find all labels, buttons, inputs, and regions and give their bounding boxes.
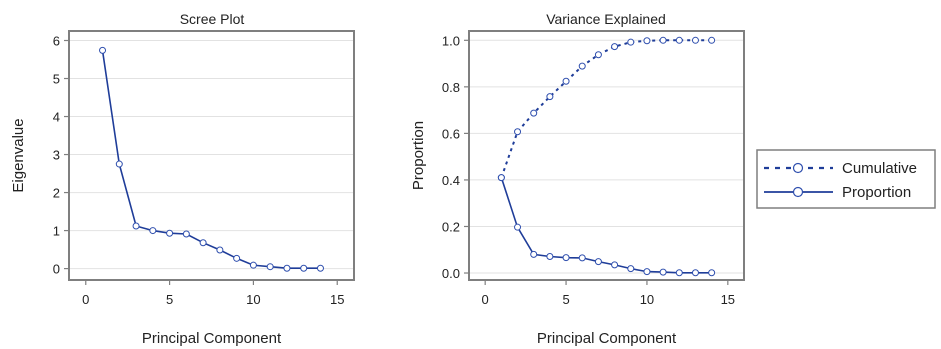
data-point — [99, 46, 107, 54]
data-point — [199, 239, 207, 247]
data-point — [216, 246, 224, 254]
x-tick-label: 5 — [166, 292, 173, 307]
data-point — [562, 77, 570, 85]
data-point — [578, 62, 586, 70]
data-point — [166, 229, 174, 237]
x-tick-label: 10 — [640, 292, 654, 307]
plot-frame — [68, 30, 355, 281]
data-point — [115, 160, 123, 168]
data-point — [546, 93, 554, 101]
data-point — [611, 43, 619, 51]
y-tick-label: 1 — [53, 224, 60, 239]
chart-title: Scree Plot — [180, 11, 245, 27]
data-point — [659, 268, 667, 276]
data-point — [249, 261, 257, 269]
data-point — [182, 230, 190, 238]
data-point — [675, 36, 683, 44]
y-tick-label: 4 — [53, 110, 60, 125]
x-tick-label: 0 — [482, 292, 489, 307]
data-point — [594, 51, 602, 59]
data-point — [708, 36, 716, 44]
data-point — [691, 269, 699, 277]
y-tick-label: 0.6 — [442, 126, 460, 141]
data-point — [149, 227, 157, 235]
data-point — [659, 36, 667, 44]
data-point — [530, 250, 538, 258]
y-tick-label: 0.4 — [442, 173, 460, 188]
data-point — [578, 254, 586, 262]
data-point — [530, 109, 538, 117]
data-point — [283, 264, 291, 272]
y-tick-label: 0 — [53, 262, 60, 277]
legend-marker — [792, 186, 804, 198]
data-point — [514, 223, 522, 231]
y-axis-label: Proportion — [410, 121, 427, 190]
chart-title: Variance Explained — [546, 11, 666, 27]
data-point — [497, 174, 505, 182]
y-tick-label: 6 — [53, 34, 60, 49]
x-tick-label: 15 — [330, 292, 344, 307]
data-point — [266, 263, 274, 271]
variance-explained-plot: Variance Explained 0.0 0.2 0.4 0.6 0.8 1.0 0 5 10… — [410, 11, 745, 347]
data-point — [627, 265, 635, 273]
x-tick-label: 10 — [246, 292, 260, 307]
data-point — [627, 38, 635, 46]
data-point — [300, 264, 308, 272]
series-line-cumulative — [500, 39, 712, 178]
data-point — [132, 222, 140, 230]
series-line-proportion — [500, 177, 712, 274]
x-tick-label: 5 — [562, 292, 569, 307]
data-point — [691, 36, 699, 44]
legend-label-proportion: Proportion — [842, 184, 911, 201]
legend-box — [756, 149, 936, 209]
data-point — [514, 128, 522, 136]
x-tick-label: 15 — [721, 292, 735, 307]
y-tick-label: 1.0 — [442, 33, 460, 48]
legend: Cumulative Proportion — [756, 149, 936, 209]
data-point — [594, 258, 602, 266]
y-axis-label: Eigenvalue — [10, 118, 27, 192]
y-tick-label: 3 — [53, 148, 60, 163]
data-point — [611, 261, 619, 269]
series-line-eigenvalue — [101, 50, 321, 270]
data-point — [643, 268, 651, 276]
y-tick-label: 0.0 — [442, 266, 460, 281]
data-point — [562, 254, 570, 262]
y-tick-label: 0.2 — [442, 219, 460, 234]
data-point — [316, 264, 324, 272]
x-tick-label: 0 — [82, 292, 89, 307]
data-point — [233, 254, 241, 262]
y-tick-label: 2 — [53, 186, 60, 201]
x-axis-label: Principal Component — [537, 330, 677, 347]
data-point — [643, 37, 651, 45]
data-point — [708, 269, 716, 277]
legend-label-cumulative: Cumulative — [842, 160, 917, 177]
scree-plot: Scree Plot 0 1 2 3 4 5 6 0 5 10 15 Principal Compone… — [10, 11, 355, 347]
y-tick-label: 5 — [53, 72, 60, 87]
data-point — [675, 269, 683, 277]
x-axis-label: Principal Component — [142, 330, 282, 347]
plot-frame — [468, 30, 745, 281]
data-point — [546, 252, 554, 260]
legend-marker — [792, 162, 804, 174]
y-tick-label: 0.8 — [442, 80, 460, 95]
